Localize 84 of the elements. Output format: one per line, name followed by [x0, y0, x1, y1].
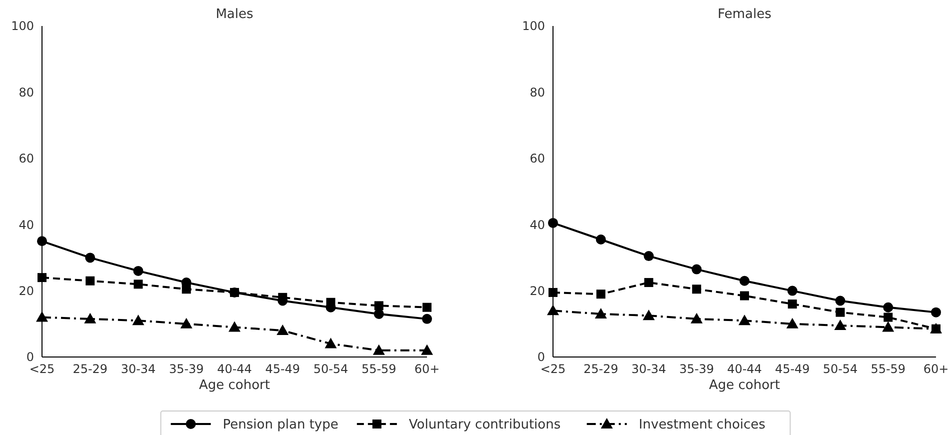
point [644, 278, 654, 288]
point [228, 321, 240, 332]
x-tick-label: <25 [29, 362, 55, 376]
point [230, 288, 239, 297]
point [374, 301, 384, 310]
x-tick-label: <25 [540, 362, 566, 376]
x-tick-label: 30-34 [120, 362, 156, 376]
point [85, 252, 96, 263]
point [134, 280, 143, 289]
point [596, 234, 606, 244]
point [594, 308, 607, 318]
point [276, 324, 289, 336]
y-tick-label: 40 [530, 218, 545, 232]
x-tick-label: 45-49 [774, 362, 810, 376]
point [86, 276, 95, 286]
x-axis-title: Age cohort [708, 378, 780, 393]
y-tick-label: 60 [18, 152, 34, 166]
y-tick-label: 0 [537, 350, 545, 364]
x-tick-label: 60+ [923, 362, 949, 376]
point [931, 307, 941, 318]
y-tick-label: 80 [530, 85, 545, 100]
point [836, 308, 845, 317]
x-tick-label: 35-39 [679, 362, 714, 376]
x-tick-label: 40-44 [217, 362, 252, 376]
point [326, 298, 336, 307]
point [132, 314, 144, 326]
y-tick-label: 0 [26, 350, 34, 364]
point [421, 344, 433, 355]
y-tick-label: 80 [18, 85, 34, 100]
point [37, 236, 47, 246]
x-tick-label: 55-59 [361, 362, 396, 376]
point [884, 312, 893, 322]
x-tick-label: 25-29 [72, 362, 108, 376]
x-tick-label: 30-34 [631, 362, 666, 376]
point [835, 296, 846, 306]
point [738, 314, 750, 326]
legend-label: Investment choices [638, 418, 766, 433]
point [883, 302, 894, 312]
x-axis-title: Age cohort [198, 378, 270, 393]
chart-title: Males [216, 7, 254, 22]
point [180, 318, 192, 328]
point [324, 338, 337, 348]
point [547, 304, 559, 316]
point [372, 344, 385, 355]
x-tick-label: 45-49 [265, 362, 300, 376]
y-tick-label: 20 [18, 284, 34, 298]
point [692, 284, 702, 294]
legend-label: Voluntary contributions [408, 418, 561, 433]
x-tick-label: 35-39 [168, 362, 204, 376]
point [596, 290, 606, 299]
x-tick-label: 50-54 [313, 362, 348, 376]
point [548, 288, 558, 297]
point [422, 314, 432, 324]
point [788, 300, 797, 309]
x-tick-label: 60+ [414, 362, 440, 376]
point [882, 321, 894, 332]
y-tick-label: 100 [522, 19, 545, 34]
y-tick-label: 20 [530, 284, 545, 298]
point [644, 251, 654, 262]
point [786, 318, 798, 328]
point [38, 273, 46, 282]
y-tick-label: 40 [18, 218, 34, 232]
point [422, 302, 432, 312]
legend-label: Pension plan type [222, 418, 338, 433]
x-tick-label: 40-44 [727, 362, 762, 376]
point [133, 266, 144, 276]
point [834, 320, 846, 330]
point [690, 312, 703, 324]
x-tick-label: 50-54 [822, 362, 858, 376]
point [374, 308, 384, 319]
point [84, 312, 96, 324]
point [548, 218, 558, 228]
y-tick-label: 60 [530, 152, 545, 166]
y-tick-label: 100 [11, 19, 34, 34]
x-tick-label: 55-59 [870, 362, 906, 376]
point [692, 264, 702, 274]
point [787, 286, 798, 296]
point [182, 284, 191, 294]
point [36, 311, 48, 322]
x-tick-label: 25-29 [583, 362, 618, 376]
point [740, 291, 749, 300]
point [740, 276, 750, 286]
point [642, 310, 655, 320]
chart-title: Females [718, 7, 772, 22]
